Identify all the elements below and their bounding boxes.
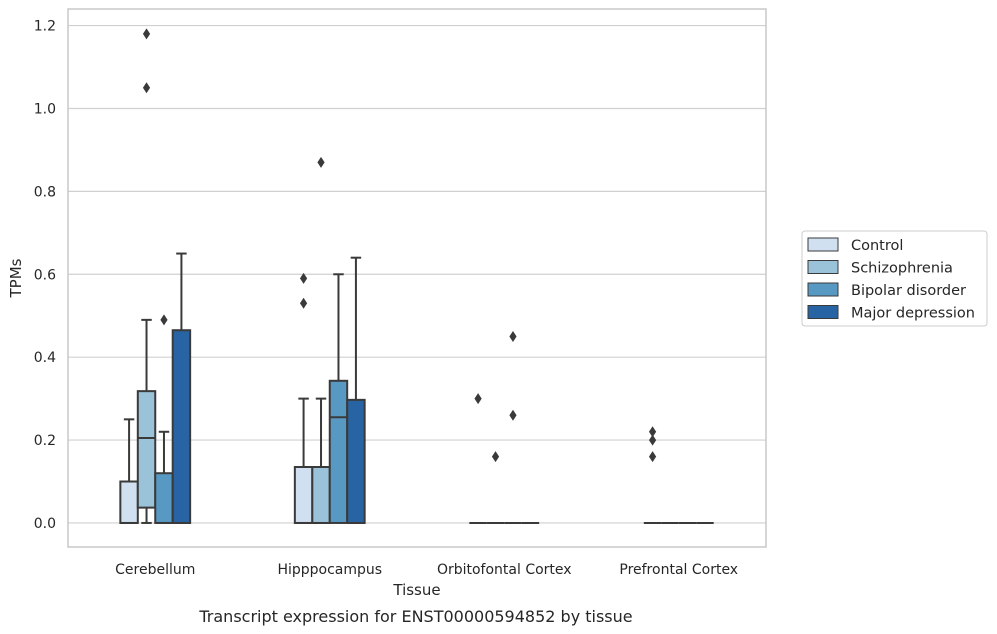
y-tick-label-1: 0.2 <box>34 433 56 449</box>
y-tick-label-0: 0.0 <box>34 516 56 532</box>
box-2-0 <box>469 393 487 524</box>
y-tick-label-4: 0.8 <box>34 184 56 200</box>
legend-label-1: Schizophrenia <box>851 261 953 277</box>
x-tick-label-1: Hipppocampus <box>277 562 382 578</box>
outlier-marker-0 <box>509 409 517 421</box>
box-3-0 <box>643 426 662 524</box>
box-body <box>311 466 331 524</box>
box-2-2 <box>504 330 522 524</box>
y-tick-label-6: 1.2 <box>34 19 56 35</box>
chart-caption: Transcript expression for ENST0000059485… <box>198 607 632 626</box>
outlier-marker-0 <box>648 451 657 463</box>
y-tick-labels: 0.0 0.2 0.4 0.6 0.8 1.0 1.2 <box>34 19 56 532</box>
outlier-marker-0 <box>160 314 168 326</box>
box-body <box>154 472 174 524</box>
boxes <box>119 28 714 524</box>
plot-frame <box>67 8 767 548</box>
x-tick-label-3: Prefrontal Cortex <box>619 562 738 578</box>
outlier-marker-1 <box>142 28 151 40</box>
legend-swatch-1 <box>807 260 839 274</box>
x-tick-label-2: Orbitofontal Cortex <box>437 562 572 578</box>
outlier-marker-1 <box>299 272 308 284</box>
box-body <box>293 466 314 524</box>
box-1-3 <box>346 256 366 524</box>
box-1-1 <box>311 156 331 524</box>
legend: Control Schizophrenia Bipolar disorder Majo… <box>801 230 988 327</box>
box-1-0 <box>293 272 314 524</box>
legend-label-3: Major depression <box>851 306 975 322</box>
box-body <box>136 390 157 509</box>
x-tick-label-0: Cerebellum <box>115 562 195 578</box>
box-0-0 <box>119 418 139 524</box>
legend-swatch-0 <box>807 237 839 252</box>
box-body <box>346 398 366 524</box>
y-tick-label-5: 1.0 <box>34 101 56 117</box>
box-0-2 <box>154 314 174 524</box>
box-2-1 <box>486 451 505 524</box>
outlier-marker-1 <box>648 434 657 446</box>
box-body <box>171 329 192 524</box>
outlier-marker-0 <box>142 82 151 94</box>
box-0-3 <box>171 252 192 524</box>
outlier-marker-0 <box>474 393 482 405</box>
box-body <box>328 379 349 524</box>
outlier-marker-0 <box>299 297 308 309</box>
legend-swatch-2 <box>807 282 839 297</box>
legend-label-0: Control <box>851 238 903 254</box>
legend-frame <box>801 230 988 327</box>
box-0-1 <box>136 28 157 524</box>
box-1-2 <box>328 273 349 524</box>
outlier-marker-2 <box>648 426 657 438</box>
x-tick-labels: Cerebellum Hipppocampus Orbitofontal Corte… <box>115 562 738 578</box>
x-axis-label: Tissue <box>392 581 440 599</box>
y-axis-label: TPMs <box>7 258 25 298</box>
outlier-marker-0 <box>317 156 325 168</box>
box-body <box>119 480 139 524</box>
y-tick-label-2: 0.4 <box>34 350 56 366</box>
y-tick-label-3: 0.6 <box>34 267 56 283</box>
legend-label-2: Bipolar disorder <box>851 283 966 299</box>
outlier-marker-1 <box>509 330 517 342</box>
outlier-marker-0 <box>491 451 500 463</box>
legend-swatch-3 <box>807 305 839 319</box>
